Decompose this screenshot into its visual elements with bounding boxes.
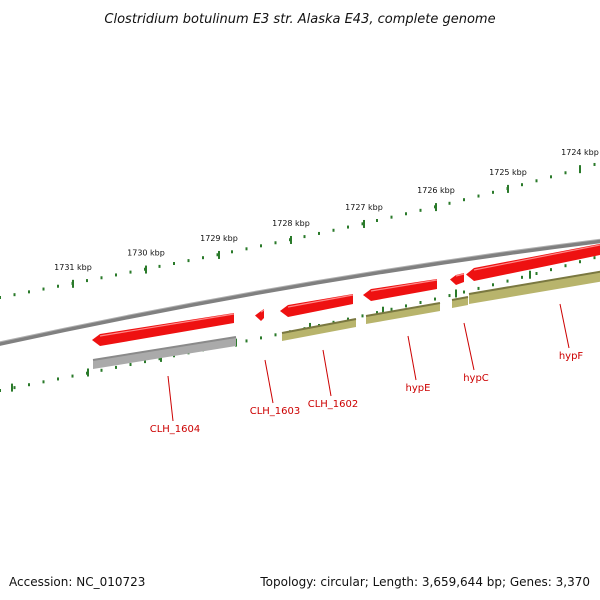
gene-label: hypE bbox=[406, 383, 431, 394]
scale-label: 1731 kbp bbox=[54, 263, 92, 272]
gene-arrow-highlight bbox=[370, 279, 438, 292]
gene-label: hypC bbox=[463, 373, 489, 384]
outer-scale-ring: 1731 kbp 1730 kbp 1729 kbp 1728 kbp 1727 kbp… bbox=[0, 148, 599, 299]
genome-summary-text: Topology: circular; Length: 3,659,644 bp… bbox=[260, 575, 590, 589]
product-track-edge bbox=[365, 302, 441, 317]
gene-leader-line bbox=[264, 359, 274, 404]
gene-label: CLH_1604 bbox=[150, 424, 201, 435]
scale-label: 1730 kbp bbox=[127, 249, 165, 258]
gene-arrow bbox=[363, 279, 437, 301]
scale-label: 1726 kbp bbox=[417, 186, 455, 195]
gene-arrow bbox=[466, 243, 600, 281]
product-track-band bbox=[469, 271, 600, 304]
gene-labels: CLH_1604 CLH_1603 CLH_1602 hypE hypC hypF bbox=[150, 303, 584, 435]
product-track-edge bbox=[92, 336, 237, 361]
genome-backbone-highlight bbox=[0, 238, 600, 343]
gene-label: CLH_1602 bbox=[308, 399, 359, 410]
gene-label: CLH_1603 bbox=[250, 406, 301, 417]
product-track-band bbox=[282, 319, 356, 341]
genome-backbone bbox=[0, 239, 600, 346]
product-track-edge bbox=[468, 270, 600, 295]
gene-leader-line bbox=[322, 349, 332, 397]
gene-arrow-highlight bbox=[99, 313, 235, 337]
gene-arrow-highlight bbox=[455, 273, 465, 277]
product-track-edge bbox=[451, 296, 469, 301]
scale-label: 1724 kbp bbox=[561, 148, 599, 157]
product-track-edge bbox=[281, 318, 357, 334]
map-title: Clostridium botulinum E3 str. Alaska E43… bbox=[104, 12, 495, 27]
product-track-band bbox=[93, 337, 236, 369]
gene-leader-line bbox=[559, 303, 570, 349]
gene-leader-line bbox=[463, 322, 475, 371]
gene-arrow-highlight bbox=[473, 244, 600, 271]
gene-arrow-highlight bbox=[260, 309, 265, 313]
scale-label: 1728 kbp bbox=[272, 219, 310, 228]
gene-leader-line bbox=[167, 375, 174, 422]
product-tracks bbox=[92, 270, 600, 369]
gene-arrow bbox=[92, 313, 234, 346]
gene-arrow bbox=[450, 273, 464, 285]
product-track-band bbox=[366, 303, 440, 324]
gene-arrows bbox=[92, 243, 600, 346]
gene-arrow-highlight bbox=[287, 294, 354, 308]
scale-label: 1725 kbp bbox=[489, 168, 527, 177]
scale-label: 1729 kbp bbox=[200, 234, 238, 243]
accession-text: Accession: NC_010723 bbox=[9, 575, 146, 589]
gene-label: hypF bbox=[559, 351, 584, 362]
scale-label: 1727 kbp bbox=[345, 203, 383, 212]
gene-leader-line bbox=[407, 335, 417, 381]
gene-arrow bbox=[280, 294, 353, 317]
